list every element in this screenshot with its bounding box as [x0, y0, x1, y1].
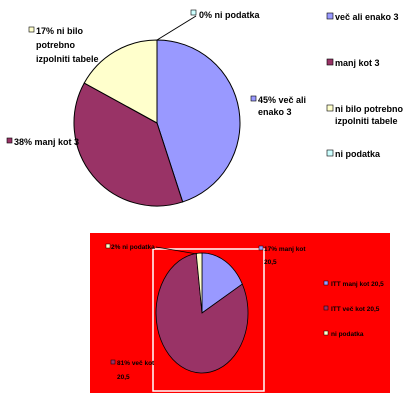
data-label-1: 45% več ali enako 3 [258, 95, 306, 117]
pie-slice-3 [83, 39, 158, 124]
legend-swatch-2 [326, 58, 334, 66]
label-swatch-3 [28, 26, 35, 33]
data-label-2: 38% manj kot 3 [14, 137, 79, 147]
label-swatch-1 [250, 95, 257, 102]
pie-slice-1 [156, 39, 241, 203]
data-label-4: 0% ni podatka [199, 10, 261, 20]
chart-2: 17% manj kot 20,5 81% več kot 20,5 2% ni pod… [90, 233, 390, 393]
pie-slice-2 [155, 253, 249, 374]
legend-swatch-3 [326, 104, 334, 112]
data-label-3: 17% ni bilo potrebno izpolniti tabele [36, 26, 99, 64]
data-label-3: 2% ni podatka [111, 244, 155, 251]
legend-swatch-1 [323, 280, 329, 286]
legend-entry-1: ITT manj kot 20,5 [331, 281, 384, 288]
legend-entry-3: ni bilo potrebno izpolniti tabele [335, 104, 403, 126]
legend-swatch-3 [323, 330, 329, 336]
plot-area-frame [152, 248, 265, 392]
legend-swatch-2 [323, 305, 329, 311]
data-label-1: 17% manj kot 20,5 [264, 246, 306, 266]
leader-line [156, 15, 197, 41]
legend-entry-2: ITT več kot 20,5 [331, 306, 380, 313]
data-label-2: 81% več kot 20,5 [117, 360, 155, 381]
chart-1: 45% več ali enako 3 38% manj kot 3 17% ni b… [6, 9, 403, 207]
label-swatch-2 [110, 359, 116, 365]
legend-entry-1: več ali enako 3 [335, 12, 399, 22]
legend-swatch-4 [326, 149, 334, 157]
legend-entry-4: ni podatka [335, 149, 381, 159]
legend-entry-3: ni podatka [331, 331, 364, 338]
label-swatch-4 [190, 9, 197, 16]
label-swatch-3 [105, 243, 111, 249]
label-swatch-2 [6, 137, 13, 144]
legend-entry-2: manj kot 3 [335, 58, 380, 68]
legend-swatch-1 [326, 12, 334, 20]
leader-line [155, 246, 198, 255]
pie-slice-2 [73, 82, 184, 207]
pie-slice-1 [201, 252, 243, 314]
label-swatch-1 [258, 245, 264, 251]
pie-slice-3 [195, 252, 203, 314]
